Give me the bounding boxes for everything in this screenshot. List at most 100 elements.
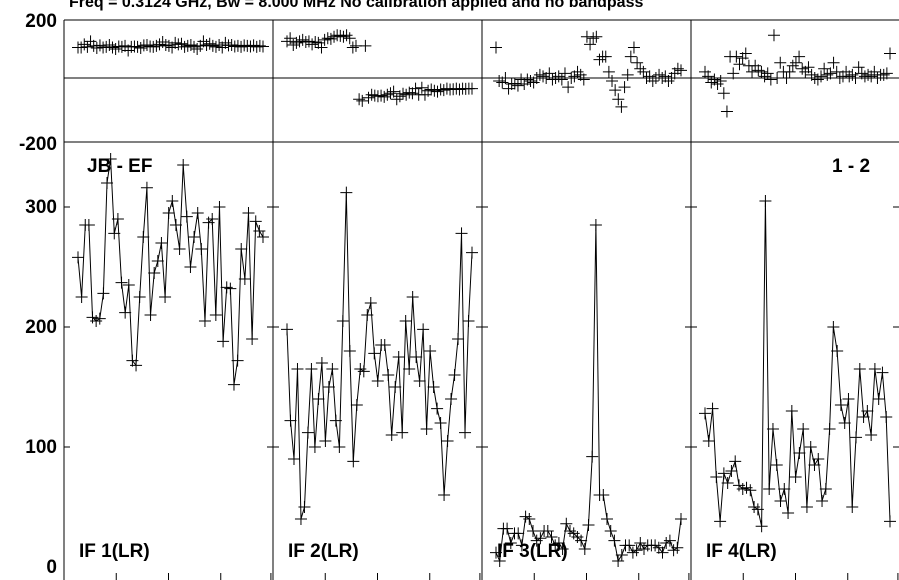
phase-point xyxy=(496,76,509,89)
amplitude-point xyxy=(184,261,197,273)
phase-point xyxy=(631,56,644,69)
phase-point xyxy=(555,73,568,86)
amplitude-point xyxy=(601,513,613,525)
phase-point xyxy=(194,39,207,52)
phase-point xyxy=(612,93,625,106)
amplitude-point xyxy=(148,267,161,279)
amplitude-point xyxy=(868,363,881,375)
amplitude-point xyxy=(853,363,866,375)
amplitude-point xyxy=(827,321,840,333)
amplitude-point xyxy=(82,219,95,231)
amplitude-point xyxy=(438,489,451,501)
phase-point xyxy=(671,62,684,75)
amplitude-point xyxy=(195,243,208,255)
amplitude-point xyxy=(115,276,128,289)
amplitude-point xyxy=(466,246,478,259)
phase-point xyxy=(537,70,550,83)
phase-point xyxy=(880,67,893,80)
amplitude-point xyxy=(441,435,454,447)
amplitude-point xyxy=(766,423,779,435)
phase-point xyxy=(508,77,521,90)
amplitude-point xyxy=(545,531,558,543)
amp-tick-label-0: 0 xyxy=(46,557,57,578)
phase-point xyxy=(302,35,315,48)
phase-point xyxy=(577,73,590,86)
phase-point xyxy=(587,32,600,45)
phase-point xyxy=(717,87,730,100)
phase-point xyxy=(574,68,587,81)
amplitude-point xyxy=(406,291,419,303)
phase-tick-label-200: 200 xyxy=(25,11,57,32)
phase-point xyxy=(511,79,524,92)
phase-point xyxy=(571,65,584,78)
amplitude-point xyxy=(865,429,878,441)
phase-point xyxy=(749,59,762,72)
phase-point xyxy=(281,35,293,48)
amplitude-point xyxy=(246,333,259,345)
amplitude-point xyxy=(188,231,201,243)
phase-point xyxy=(315,41,328,54)
amplitude-point xyxy=(861,405,874,417)
phase-point xyxy=(634,62,647,75)
amplitude-point xyxy=(427,381,440,393)
amplitude-point xyxy=(527,525,539,537)
phase-point xyxy=(257,40,269,53)
amplitude-series xyxy=(72,153,896,567)
amplitude-point xyxy=(281,323,293,336)
amplitude-point xyxy=(235,243,248,255)
amplitude-point xyxy=(242,207,255,219)
amplitude-point xyxy=(198,315,211,327)
phase-point xyxy=(789,56,802,69)
phase-point xyxy=(188,40,201,53)
amplitude-point xyxy=(575,534,588,547)
amplitude-point xyxy=(663,534,676,547)
tick-marks xyxy=(64,206,899,580)
amplitude-point xyxy=(108,227,121,240)
panel-label-if1: IF 1(LR) xyxy=(79,541,150,562)
phase-point xyxy=(346,41,359,54)
phase-point xyxy=(811,73,824,86)
phase-point xyxy=(606,75,619,87)
phase-point xyxy=(384,87,397,100)
amplitude-point xyxy=(702,435,715,447)
phase-point xyxy=(206,39,219,52)
phase-point xyxy=(764,73,777,86)
amplitude-line-if1 xyxy=(77,158,264,385)
phase-point xyxy=(758,70,771,83)
amplitude-point xyxy=(72,251,84,264)
phase-point xyxy=(309,35,322,48)
phase-point xyxy=(615,100,628,113)
amplitude-point xyxy=(227,378,240,391)
phase-point xyxy=(340,29,353,42)
phase-point xyxy=(821,68,834,81)
amplitude-point xyxy=(789,471,802,483)
phase-point xyxy=(371,90,384,103)
amplitude-point xyxy=(413,375,426,387)
phase-point xyxy=(653,68,666,81)
amplitude-point xyxy=(717,467,730,480)
phase-point xyxy=(646,75,659,87)
phase-point xyxy=(203,37,216,50)
phase-series xyxy=(72,29,896,118)
amplitude-point xyxy=(560,517,573,530)
phase-point xyxy=(241,39,254,52)
phase-point xyxy=(90,42,103,55)
amplitude-point xyxy=(504,537,517,549)
amplitude-point xyxy=(846,501,859,513)
phase-point xyxy=(618,81,631,94)
phase-point xyxy=(565,71,578,84)
phase-point xyxy=(490,41,502,54)
phase-point xyxy=(84,35,97,48)
phase-point xyxy=(755,65,768,78)
amplitude-line-if3 xyxy=(495,224,682,563)
amplitude-point xyxy=(357,365,370,378)
amplitude-point xyxy=(291,363,304,375)
phase-point xyxy=(552,70,565,83)
amplitude-point xyxy=(589,219,602,231)
phase-point xyxy=(767,29,780,42)
amplitude-point xyxy=(838,417,851,429)
amplitude-point xyxy=(75,291,88,303)
amplitude-point xyxy=(396,426,409,439)
phase-point xyxy=(119,39,132,52)
phase-point xyxy=(621,68,634,81)
